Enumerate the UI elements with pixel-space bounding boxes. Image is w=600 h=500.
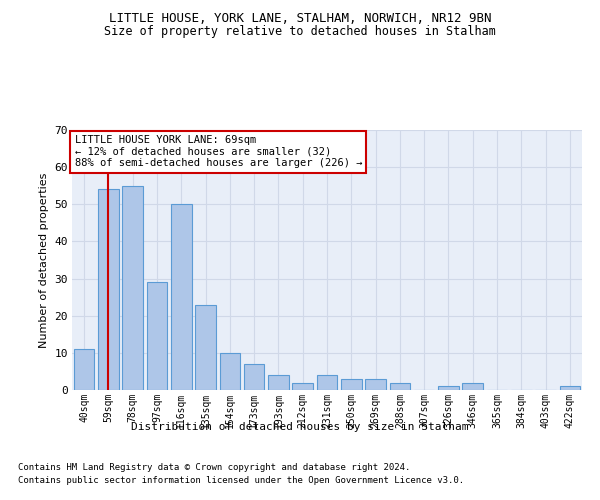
Bar	[438, 386, 459, 390]
Bar	[341, 379, 362, 390]
Text: Contains public sector information licensed under the Open Government Licence v3: Contains public sector information licen…	[18, 476, 464, 485]
Text: Size of property relative to detached houses in Stalham: Size of property relative to detached ho…	[104, 25, 496, 38]
Bar	[317, 375, 337, 390]
Bar	[389, 382, 410, 390]
Bar	[220, 353, 240, 390]
Bar	[74, 349, 94, 390]
Text: LITTLE HOUSE YORK LANE: 69sqm
← 12% of detached houses are smaller (32)
88% of s: LITTLE HOUSE YORK LANE: 69sqm ← 12% of d…	[74, 135, 362, 168]
Bar	[98, 190, 119, 390]
Bar	[244, 364, 265, 390]
Bar	[365, 379, 386, 390]
Bar	[171, 204, 191, 390]
Bar	[195, 304, 216, 390]
Text: LITTLE HOUSE, YORK LANE, STALHAM, NORWICH, NR12 9BN: LITTLE HOUSE, YORK LANE, STALHAM, NORWIC…	[109, 12, 491, 26]
Bar	[463, 382, 483, 390]
Text: Contains HM Land Registry data © Crown copyright and database right 2024.: Contains HM Land Registry data © Crown c…	[18, 462, 410, 471]
Bar	[292, 382, 313, 390]
Y-axis label: Number of detached properties: Number of detached properties	[39, 172, 49, 348]
Bar	[268, 375, 289, 390]
Text: Distribution of detached houses by size in Stalham: Distribution of detached houses by size …	[131, 422, 469, 432]
Bar	[560, 386, 580, 390]
Bar	[146, 282, 167, 390]
Bar	[122, 186, 143, 390]
